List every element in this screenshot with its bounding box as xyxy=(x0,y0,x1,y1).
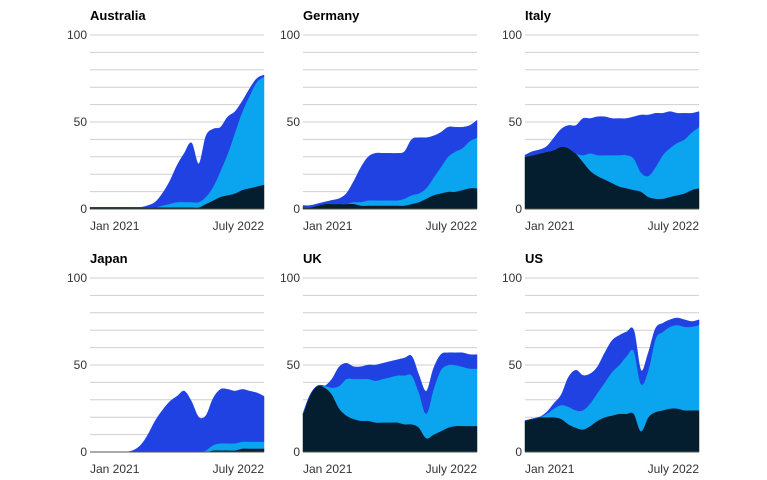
x-tick-label: Jan 2021 xyxy=(525,462,575,476)
y-tick-label: 0 xyxy=(293,202,300,216)
panel-title: UK xyxy=(303,251,322,266)
y-tick-label: 100 xyxy=(502,271,522,285)
area-layer-blue xyxy=(302,119,478,208)
y-tick-label: 100 xyxy=(67,271,87,285)
area-layer-blue xyxy=(302,352,478,414)
y-tick-label: 50 xyxy=(509,115,523,129)
y-tick-label: 0 xyxy=(293,445,300,459)
x-tick-label: Jan 2021 xyxy=(525,219,575,233)
area-layer-blue xyxy=(524,111,700,177)
x-tick-label: July 2022 xyxy=(426,462,478,476)
x-tick-label: July 2022 xyxy=(648,219,700,233)
panel-title: Italy xyxy=(525,8,552,23)
y-tick-label: 50 xyxy=(74,115,88,129)
area-layer-blue xyxy=(524,317,700,421)
x-tick-label: Jan 2021 xyxy=(90,219,140,233)
y-tick-label: 100 xyxy=(280,271,300,285)
x-tick-label: July 2022 xyxy=(213,462,265,476)
y-tick-label: 50 xyxy=(509,358,523,372)
panel-title: Germany xyxy=(303,8,360,23)
x-tick-label: July 2022 xyxy=(648,462,700,476)
panel-australia: Australia 0 50 100 Jan 2021 July 2022 xyxy=(67,8,264,233)
panel-italy: Italy 0 50 100 Jan 2021 July 2022 xyxy=(502,8,699,233)
panel-germany: Germany 0 50 100 Jan 2021 July 2022 xyxy=(280,8,477,233)
y-tick-label: 100 xyxy=(67,28,87,42)
area-layer-blue xyxy=(90,74,265,208)
x-tick-label: Jan 2021 xyxy=(90,462,140,476)
panel-title: Australia xyxy=(90,8,146,23)
panel-uk: UK 0 50 100 Jan 2021 July 2022 xyxy=(280,251,477,476)
area-layer-blue xyxy=(90,388,265,453)
panel-title: Japan xyxy=(90,251,128,266)
y-tick-label: 50 xyxy=(287,358,301,372)
panel-japan: Japan 0 50 100 Jan 2021 July 2022 xyxy=(67,251,264,476)
x-tick-label: Jan 2021 xyxy=(303,462,353,476)
y-tick-label: 50 xyxy=(287,115,301,129)
y-tick-label: 100 xyxy=(502,28,522,42)
panel-us: US 0 50 100 Jan 2021 July 2022 xyxy=(502,251,699,476)
y-tick-label: 0 xyxy=(80,202,87,216)
x-tick-label: July 2022 xyxy=(426,219,478,233)
panel-title: US xyxy=(525,251,543,266)
y-tick-label: 100 xyxy=(280,28,300,42)
x-tick-label: Jan 2021 xyxy=(303,219,353,233)
y-tick-label: 0 xyxy=(515,202,522,216)
x-tick-label: July 2022 xyxy=(213,219,265,233)
y-tick-label: 50 xyxy=(74,358,88,372)
y-tick-label: 0 xyxy=(80,445,87,459)
y-tick-label: 0 xyxy=(515,445,522,459)
